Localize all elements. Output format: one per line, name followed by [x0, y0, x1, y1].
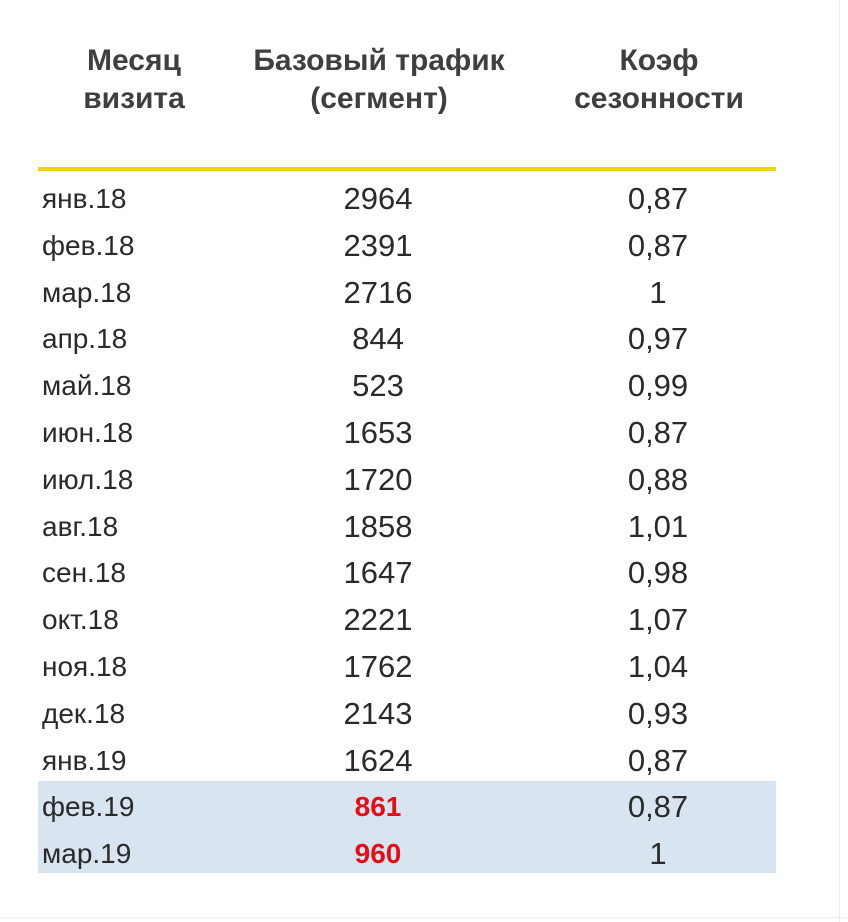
- cell-month: июн.18: [42, 416, 134, 448]
- cell-month: окт.18: [42, 604, 119, 636]
- cell-month: ноя.18: [42, 650, 128, 682]
- column-header-month-line1: Месяц: [87, 44, 181, 77]
- cell-traffic: 523: [352, 368, 404, 404]
- table-row: мар.19 960 1: [0, 831, 848, 878]
- cell-coef: 0,97: [627, 321, 689, 357]
- cell-traffic: 844: [352, 321, 404, 357]
- cell-traffic: 1647: [343, 555, 413, 591]
- cell-coef: 1,01: [627, 508, 689, 544]
- column-header-coef-line2: сезонности: [574, 82, 744, 115]
- table-row: фев.18 2391 0,87: [0, 223, 848, 270]
- table-row: июл.18 1720 0,88: [0, 457, 848, 504]
- cell-month: фев.19: [42, 791, 135, 823]
- cell-month: июл.18: [42, 463, 134, 495]
- column-header-month-line2: визита: [83, 82, 185, 115]
- cell-traffic: 1624: [343, 742, 413, 778]
- column-header-coef: Коэф сезонности: [545, 42, 773, 118]
- cell-coef: 0,87: [627, 789, 689, 825]
- cell-coef: 1: [649, 274, 667, 310]
- table-row: сен.18 1647 0,98: [0, 550, 848, 597]
- cell-coef: 1,04: [627, 648, 689, 684]
- cell-traffic: 2964: [343, 181, 413, 216]
- cell-coef: 0,87: [627, 181, 689, 216]
- table-row: июн.18 1653 0,87: [0, 410, 848, 457]
- cell-coef: 1: [649, 836, 667, 872]
- cell-month: мар.18: [42, 276, 132, 308]
- cell-traffic: 2143: [343, 695, 413, 731]
- cell-month: дек.18: [42, 697, 126, 729]
- cell-month: май.18: [42, 370, 132, 402]
- cell-month: янв.19: [42, 744, 127, 776]
- cell-coef: 0,99: [627, 368, 689, 404]
- cell-coef: 0,87: [627, 227, 689, 263]
- cell-coef: 0,87: [627, 414, 689, 450]
- column-header-coef-line1: Коэф: [619, 44, 699, 77]
- cell-month: сен.18: [42, 557, 126, 589]
- column-header-traffic: Базовый трафик (сегмент): [228, 42, 530, 118]
- cell-coef: 0,98: [627, 555, 689, 591]
- cell-month: фев.18: [42, 229, 135, 261]
- cell-coef: 0,88: [627, 461, 689, 497]
- cell-coef: 0,93: [627, 695, 689, 731]
- cell-coef: 0,87: [627, 742, 689, 778]
- forecast-rows-highlight: [38, 781, 776, 873]
- column-header-traffic-line2: (сегмент): [310, 82, 448, 115]
- table-row: мар.18 2716 1: [0, 270, 848, 317]
- cell-traffic: 2391: [343, 227, 413, 263]
- table-body: янв.18 2964 0,87 фев.18 2391 0,87 мар.18 2716 1 а…: [0, 176, 848, 878]
- cell-coef: 1,07: [627, 602, 689, 638]
- table-row: янв.18 2964 0,87: [0, 176, 848, 223]
- table-row: май.18 523 0,99: [0, 363, 848, 410]
- table-row: фев.19 861 0,87: [0, 784, 848, 831]
- table-row: янв.19 1624 0,87: [0, 738, 848, 785]
- column-header-traffic-line1: Базовый трафик: [253, 44, 505, 77]
- cell-month: апр.18: [42, 323, 128, 355]
- cell-month: мар.19: [42, 838, 132, 870]
- cell-traffic: 2716: [343, 274, 413, 310]
- cell-traffic: 1762: [343, 648, 413, 684]
- table-row: ноя.18 1762 1,04: [0, 644, 848, 691]
- header-divider: [38, 167, 776, 171]
- cell-traffic: 861: [354, 791, 402, 823]
- cell-month: авг.18: [42, 510, 119, 542]
- cell-traffic: 1653: [343, 414, 413, 450]
- cell-month: янв.18: [42, 183, 127, 214]
- column-header-month: Месяц визита: [60, 42, 208, 118]
- page-edge-right: [839, 0, 840, 922]
- table-row: апр.18 844 0,97: [0, 316, 848, 363]
- table-row: дек.18 2143 0,93: [0, 691, 848, 738]
- table-row: окт.18 2221 1,07: [0, 597, 848, 644]
- cell-traffic: 1858: [343, 508, 413, 544]
- page-edge-bottom: [0, 917, 848, 918]
- cell-traffic: 2221: [343, 602, 413, 638]
- table-row: авг.18 1858 1,01: [0, 504, 848, 551]
- cell-traffic: 960: [354, 838, 402, 870]
- cell-traffic: 1720: [343, 461, 413, 497]
